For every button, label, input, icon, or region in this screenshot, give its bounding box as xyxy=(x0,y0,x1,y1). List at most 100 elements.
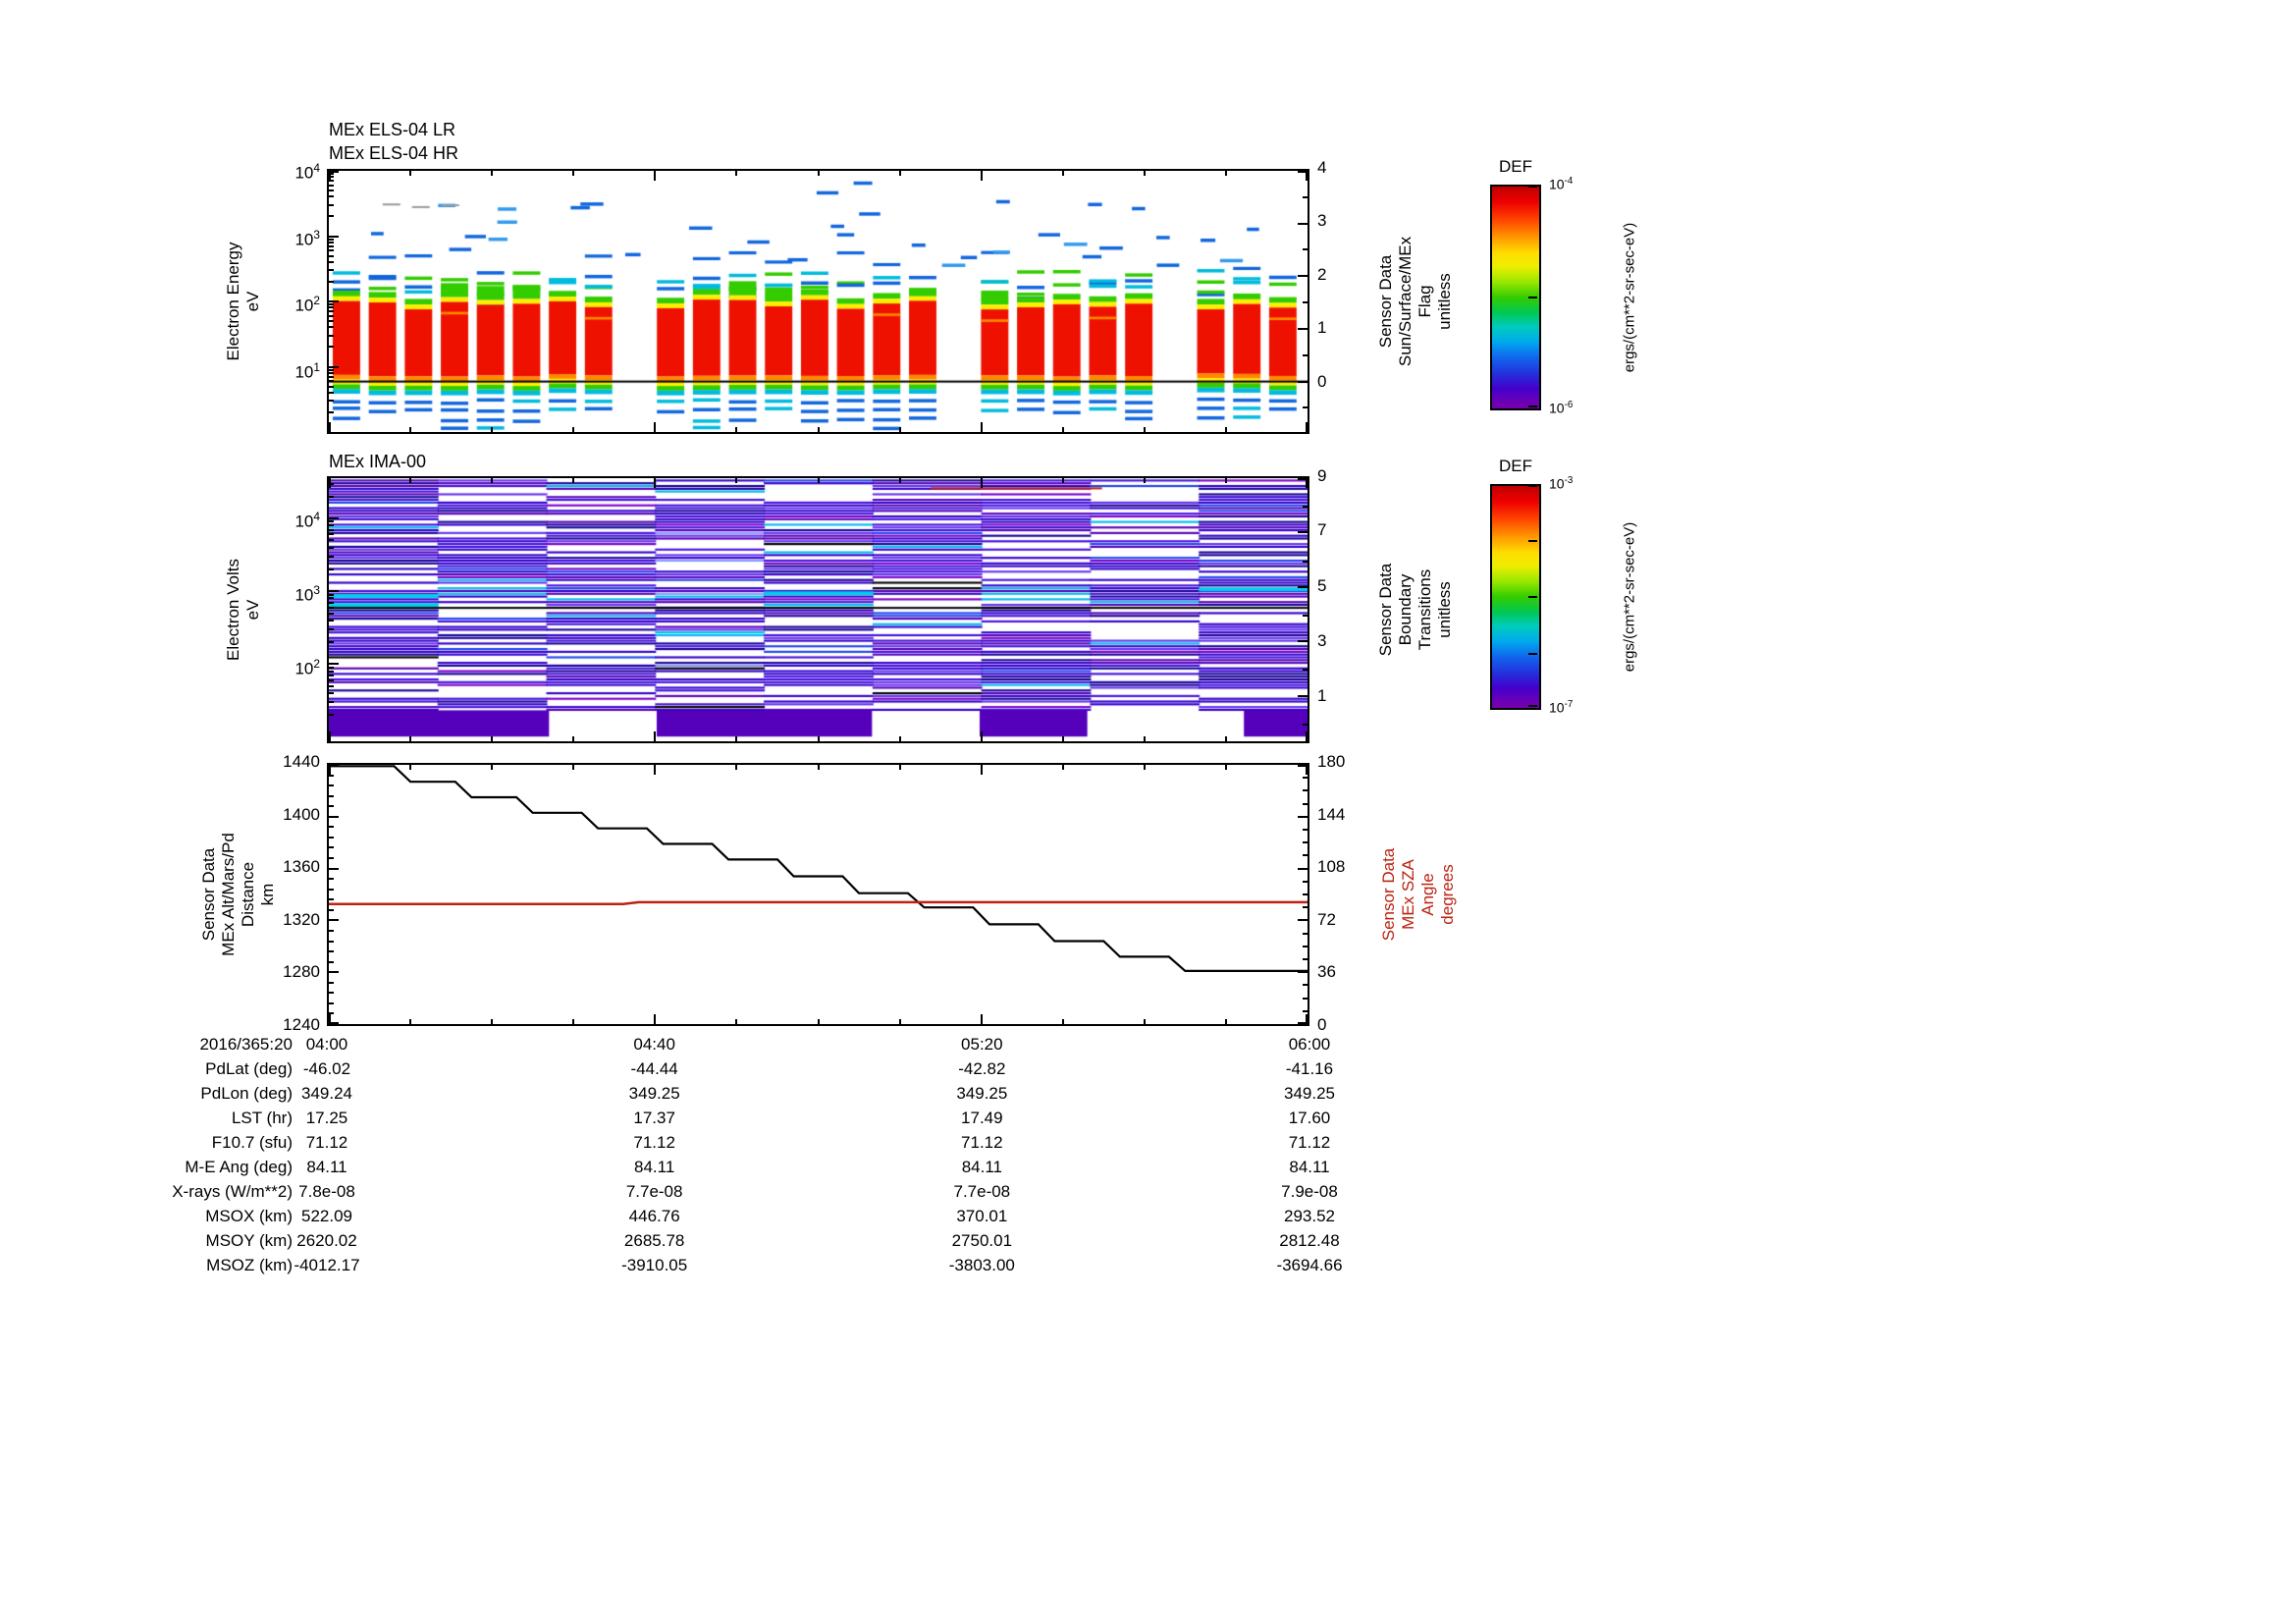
els-colorbar-units-label: ergs/(cm**2-sr-sec-eV) xyxy=(1621,222,1638,373)
tick-mark xyxy=(1143,736,1146,741)
y-tick-label: 3 xyxy=(1317,630,1327,650)
tick-mark xyxy=(329,714,334,717)
tick-mark xyxy=(329,410,334,413)
ima-colorbar-units-label: ergs/(cm**2-sr-sec-eV) xyxy=(1621,521,1638,673)
y-tick-label: 104 xyxy=(294,509,320,531)
tick-mark xyxy=(329,300,339,302)
tick-mark xyxy=(817,478,820,483)
tick-mark xyxy=(329,189,334,192)
tick-mark xyxy=(329,326,334,329)
tick-mark xyxy=(329,701,334,704)
tick-mark xyxy=(1143,427,1146,432)
tick-mark xyxy=(329,334,334,337)
tick-mark xyxy=(735,1019,738,1024)
table-cell: 7.7e-08 xyxy=(953,1182,1011,1201)
table-cell: 17.25 xyxy=(305,1109,348,1127)
tick-mark xyxy=(1303,841,1308,844)
tick-mark xyxy=(329,1022,339,1024)
y-tick-label: 108 xyxy=(1317,857,1346,877)
y-tick-label: 1240 xyxy=(283,1015,320,1034)
tick-mark xyxy=(1298,380,1308,383)
tick-mark xyxy=(329,857,334,860)
colorbar-tick-label: 10-3 xyxy=(1549,475,1574,492)
tick-mark xyxy=(329,663,339,666)
tick-mark xyxy=(329,539,334,542)
tick-mark xyxy=(329,878,334,881)
els-spectrogram-panel xyxy=(327,169,1309,434)
tick-mark xyxy=(329,971,339,974)
tick-mark xyxy=(1303,984,1308,987)
table-cell: 2812.48 xyxy=(1279,1231,1340,1250)
y-tick-label: 0 xyxy=(1317,371,1327,391)
tick-mark xyxy=(329,371,334,374)
tick-mark xyxy=(654,1014,657,1024)
tick-mark xyxy=(329,249,334,252)
tick-mark xyxy=(409,736,412,741)
tick-mark xyxy=(329,1001,334,1004)
tick-mark xyxy=(329,171,339,173)
colorbar-tick-label: 10-6 xyxy=(1549,400,1574,416)
tick-mark xyxy=(329,765,331,775)
tick-mark xyxy=(329,731,331,741)
table-cell: 7.8e-08 xyxy=(298,1182,355,1201)
tick-mark xyxy=(329,346,334,349)
colorbar-tick-mark xyxy=(1528,186,1537,188)
x-tick-label: 05:20 xyxy=(961,1035,1003,1054)
tick-mark xyxy=(1298,694,1308,697)
tick-mark xyxy=(1298,1022,1308,1024)
tick-mark xyxy=(329,533,334,536)
tick-mark xyxy=(817,171,820,176)
tick-mark xyxy=(329,546,334,549)
tick-mark xyxy=(572,1019,575,1024)
colorbar-tick-mark xyxy=(1528,539,1537,542)
tick-mark xyxy=(329,674,334,676)
tick-mark xyxy=(1306,478,1308,488)
table-cell: -42.82 xyxy=(958,1059,1006,1078)
tick-mark xyxy=(409,478,412,483)
y-tick-label: 101 xyxy=(294,359,320,382)
ima-spectrogram xyxy=(329,478,1308,741)
tick-mark xyxy=(329,612,334,615)
y-tick-label: 2 xyxy=(1317,264,1327,284)
tick-mark xyxy=(329,692,334,695)
tick-mark xyxy=(491,736,494,741)
tick-mark xyxy=(1224,171,1227,176)
y-tick-label: 3 xyxy=(1317,211,1327,231)
x-tick-label: 04:40 xyxy=(633,1035,675,1054)
tick-mark xyxy=(329,365,339,368)
tick-mark xyxy=(654,765,657,775)
tick-mark xyxy=(329,601,334,604)
tick-mark xyxy=(817,427,820,432)
tick-mark xyxy=(491,1019,494,1024)
tick-mark xyxy=(1303,723,1308,726)
y-tick-label: 104 xyxy=(294,161,320,183)
tick-mark xyxy=(329,184,334,187)
tick-mark xyxy=(1298,765,1308,767)
table-cell: 293.52 xyxy=(1284,1207,1335,1225)
tick-mark xyxy=(329,597,334,600)
tick-mark xyxy=(409,765,412,770)
y-tick-label: 180 xyxy=(1317,752,1346,771)
tick-mark xyxy=(329,495,334,498)
colorbar-tick-label: 10-4 xyxy=(1549,176,1574,192)
tick-mark xyxy=(1143,765,1146,770)
tick-mark xyxy=(329,314,334,317)
table-row-label: PdLat (deg) xyxy=(205,1059,293,1078)
tick-mark xyxy=(572,478,575,483)
tick-mark xyxy=(1061,736,1064,741)
tick-mark xyxy=(1224,427,1227,432)
tick-mark xyxy=(329,1012,334,1015)
colorbar-tick-mark xyxy=(1528,485,1537,487)
table-cell: -3910.05 xyxy=(621,1256,688,1274)
tick-mark xyxy=(329,555,334,558)
tick-mark xyxy=(329,260,334,263)
table-row-label: M-E Ang (deg) xyxy=(185,1158,293,1176)
tick-mark xyxy=(329,1014,331,1024)
tick-mark xyxy=(898,736,901,741)
tick-mark xyxy=(1303,777,1308,780)
tick-mark xyxy=(329,784,334,787)
tick-mark xyxy=(329,826,334,829)
colorbar-tick-mark xyxy=(1528,652,1537,655)
els-colorbar-title: DEF xyxy=(1499,157,1532,176)
